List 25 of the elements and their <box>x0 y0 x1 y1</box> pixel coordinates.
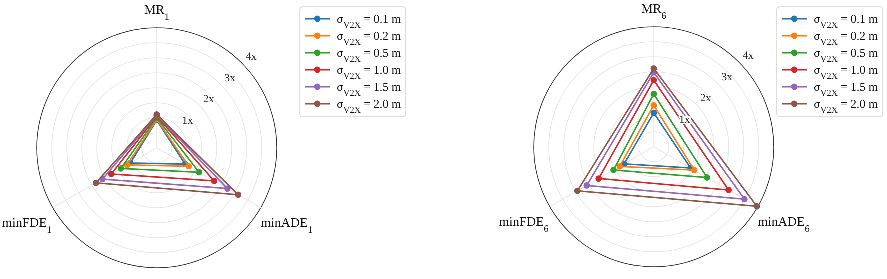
legend-label: σ$_{V2X}$ = 1.5 m <box>814 80 879 98</box>
y-tick-label: 4x <box>742 50 754 62</box>
legend-label: σ$_{V2X}$ = 2.0 m <box>814 97 879 115</box>
spoke-label: minADE$_{1}$ <box>260 215 313 236</box>
spoke-label: MR$_{1}$ <box>144 2 170 22</box>
y-tick-label: 4x <box>246 51 258 64</box>
y-tick-label: 3x <box>224 72 236 84</box>
spoke-label: MR$_{6}$ <box>641 1 667 22</box>
y-tick-label: 2x <box>700 92 712 105</box>
legend-label: σ$_{V2X}$ = 0.2 m <box>337 29 402 47</box>
legend-label: σ$_{V2X}$ = 1.0 m <box>337 63 402 81</box>
legend-label: σ$_{V2X}$ = 2.0 m <box>337 97 402 115</box>
spoke-label: minFDE$_{6}$ <box>499 214 550 234</box>
y-tick-label: 2x <box>203 94 215 106</box>
legend-label: σ$_{V2X}$ = 0.1 m <box>814 12 879 30</box>
y-tick-label: 3x <box>722 71 734 84</box>
legend-label: σ$_{V2X}$ = 1.0 m <box>814 63 879 81</box>
legend-label: σ$_{V2X}$ = 0.1 m <box>337 12 402 30</box>
legend-label: σ$_{V2X}$ = 0.2 m <box>814 29 879 47</box>
y-tick-label: 1x <box>182 114 194 127</box>
legend-label: σ$_{V2X}$ = 0.5 m <box>814 46 879 64</box>
spoke-label: minFDE$_{1}$ <box>2 215 52 236</box>
legend-label: σ$_{V2X}$ = 1.5 m <box>337 80 402 98</box>
spoke-label: minADE$_{6}$ <box>758 214 810 234</box>
legend-label: σ$_{V2X}$ = 0.5 m <box>337 46 402 64</box>
